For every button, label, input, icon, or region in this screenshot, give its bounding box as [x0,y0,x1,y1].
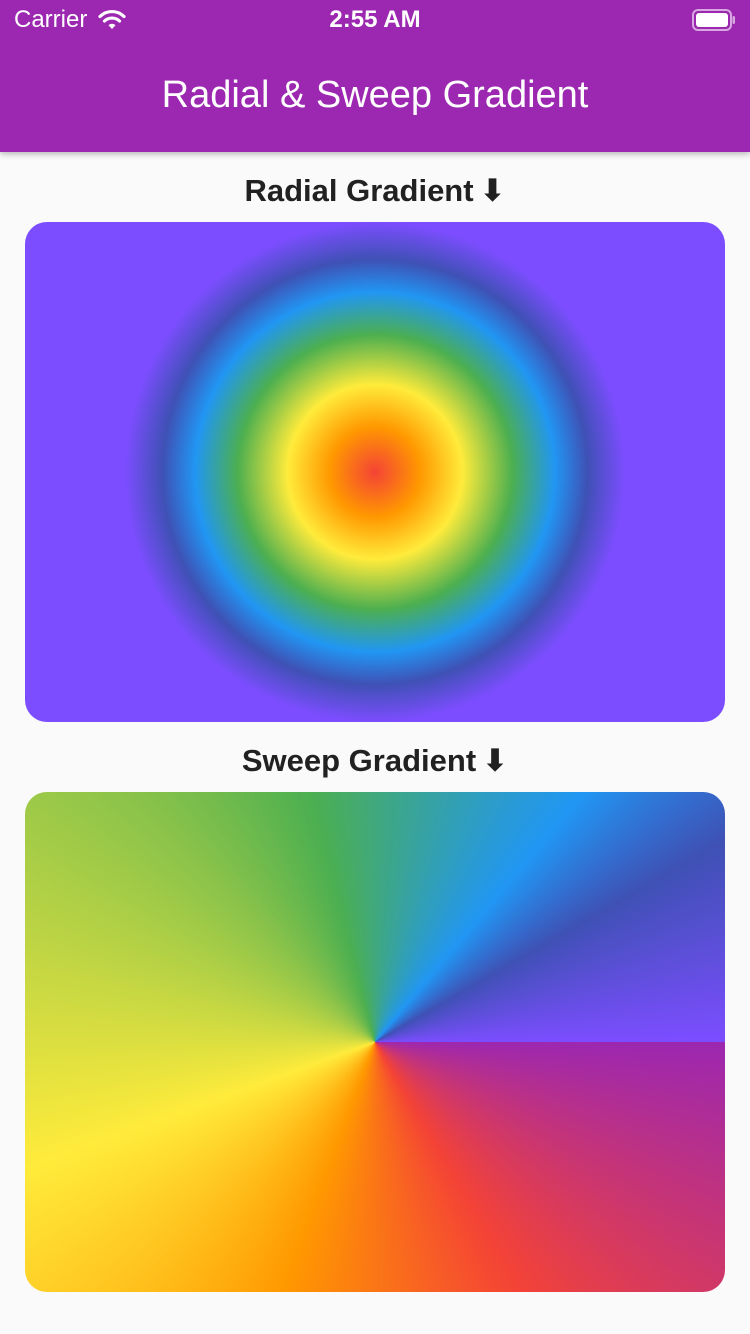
sweep-gradient-label-text: Sweep Gradient [241,743,477,778]
carrier-indicator: Carrier [14,6,127,34]
battery-icon [692,9,735,31]
sweep-gradient-box [25,792,725,1292]
wifi-icon [98,9,126,29]
arrow-down-icon: ⬇ [482,743,509,778]
status-time: 2:55 AM [329,6,421,33]
page-title: Radial & Sweep Gradient [161,74,589,116]
sweep-gradient-label: Sweep Gradient ⬇ [0,742,750,780]
radial-gradient-label: Radial Gradient ⬇ [0,172,750,210]
carrier-label: Carrier [14,6,88,33]
arrow-down-icon: ⬇ [479,173,506,208]
status-bar: Carrier 2:55 AM [0,0,750,40]
radial-gradient-box [25,222,725,722]
app-bar: Carrier 2:55 AM Radial & Sweep Gradient [0,0,750,152]
radial-gradient-label-text: Radial Gradient [244,173,474,208]
